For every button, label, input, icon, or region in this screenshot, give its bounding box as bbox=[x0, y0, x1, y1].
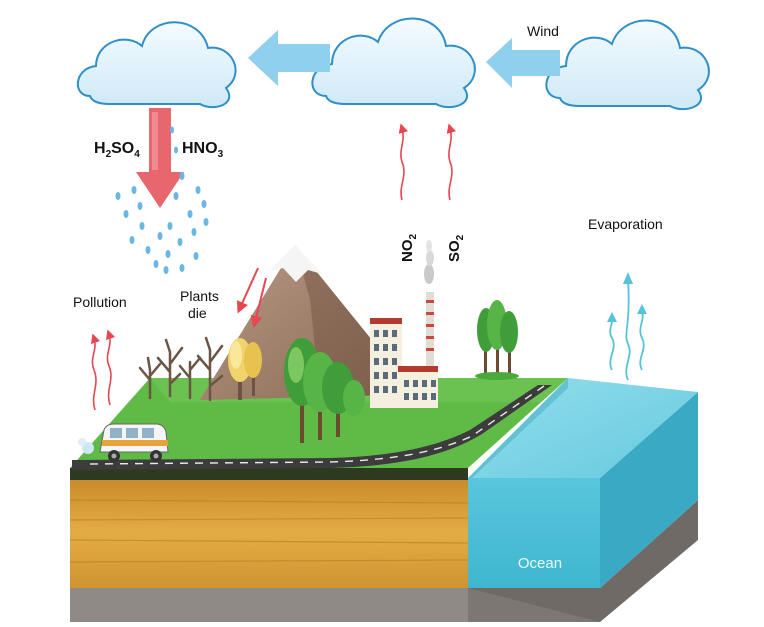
snow-cap bbox=[268, 245, 322, 282]
dead-trees bbox=[138, 336, 224, 402]
wind-label: Wind bbox=[527, 23, 559, 39]
pollution-arrows bbox=[90, 329, 116, 411]
cloud-right bbox=[545, 19, 710, 111]
ocean-block: Ocean bbox=[468, 378, 698, 622]
acid-rain-arrow bbox=[136, 108, 184, 208]
svg-text:NO2: NO2 bbox=[399, 234, 419, 263]
trees-right bbox=[475, 300, 519, 380]
no2-label: NO2 bbox=[399, 234, 419, 263]
cloud-left bbox=[76, 21, 237, 109]
wind-arrow-2 bbox=[486, 38, 560, 88]
evaporation-arrows bbox=[607, 272, 647, 381]
road bbox=[72, 385, 552, 470]
hno3-label: HNO3 bbox=[182, 140, 224, 160]
so2-label: SO2 bbox=[446, 234, 466, 262]
ocean-label: Ocean bbox=[518, 555, 562, 572]
green-trees bbox=[284, 338, 365, 443]
van bbox=[78, 423, 169, 462]
h2so4-label: H2SO4 bbox=[94, 140, 140, 160]
cloud-middle bbox=[311, 17, 476, 109]
plants-die-label-line2: die bbox=[188, 305, 207, 321]
pollution-label: Pollution bbox=[73, 294, 127, 310]
rain-drops bbox=[115, 126, 209, 274]
factory bbox=[370, 240, 438, 408]
plants-die-label-line1: Plants bbox=[180, 288, 219, 304]
wind-arrow-1 bbox=[248, 30, 330, 86]
soil-layer bbox=[70, 478, 468, 588]
evaporation-label: Evaporation bbox=[588, 216, 663, 232]
svg-text:SO2: SO2 bbox=[446, 234, 466, 262]
dying-trees bbox=[228, 338, 262, 400]
emission-arrows bbox=[398, 123, 456, 201]
